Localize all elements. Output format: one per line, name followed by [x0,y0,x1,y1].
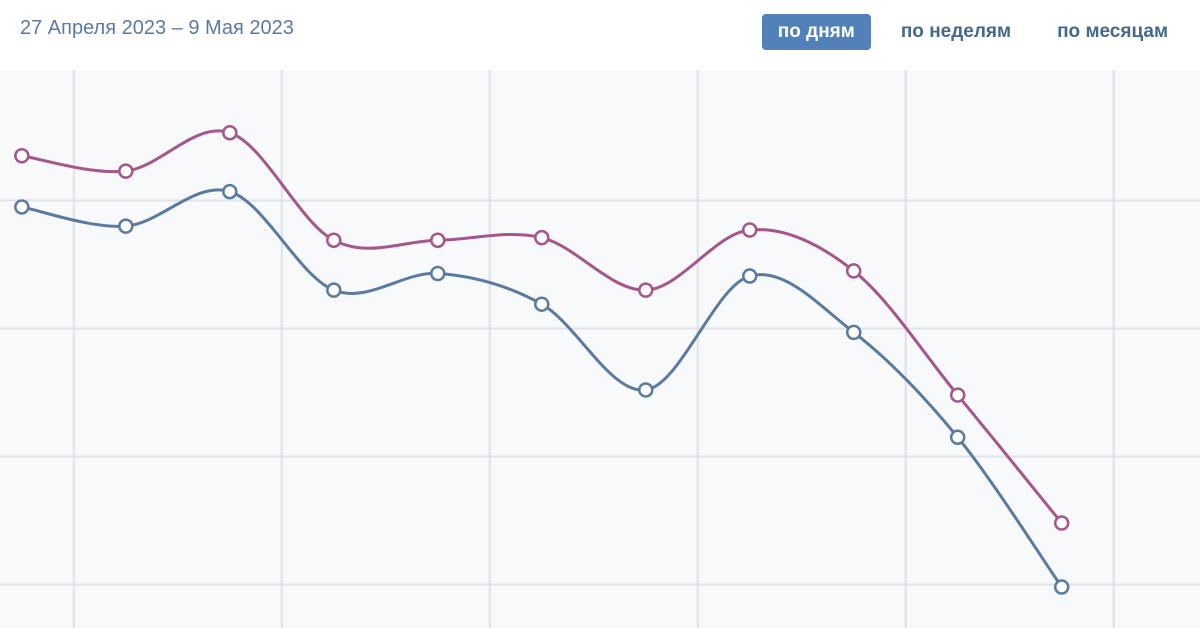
data-point [430,265,446,282]
period-tab[interactable]: по месяцам [1057,21,1168,42]
period-tab[interactable]: по дням [761,14,871,50]
data-point [638,382,654,398]
data-point [326,282,342,298]
data-point [1053,579,1070,595]
header: 27 Апреля 2023 – 9 Мая 2023 по дням по не… [0,0,1200,70]
plot-background [0,70,1200,628]
data-point [326,232,342,248]
chart [0,70,1200,628]
data-point [949,429,966,446]
data-point [118,163,134,179]
data-point [949,387,966,403]
tabs: по дням по неделям по месяцам [761,14,1184,50]
series-line [21,188,1063,588]
data-point [845,263,862,279]
data-point [638,282,654,298]
data-point [222,183,238,200]
period-tab[interactable]: по неделям [900,21,1012,42]
data-point [14,199,30,215]
data-point [741,268,758,284]
data-point [118,218,134,234]
data-point [534,296,550,312]
date-range[interactable]: 27 Апреля 2023 – 9 Мая 2023 [20,17,294,39]
data-point [845,324,862,341]
data-point [430,232,446,248]
data-point [534,229,550,246]
data-point [14,147,30,164]
data-point [222,124,238,141]
data-point [1053,515,1070,531]
data-point [741,222,758,238]
